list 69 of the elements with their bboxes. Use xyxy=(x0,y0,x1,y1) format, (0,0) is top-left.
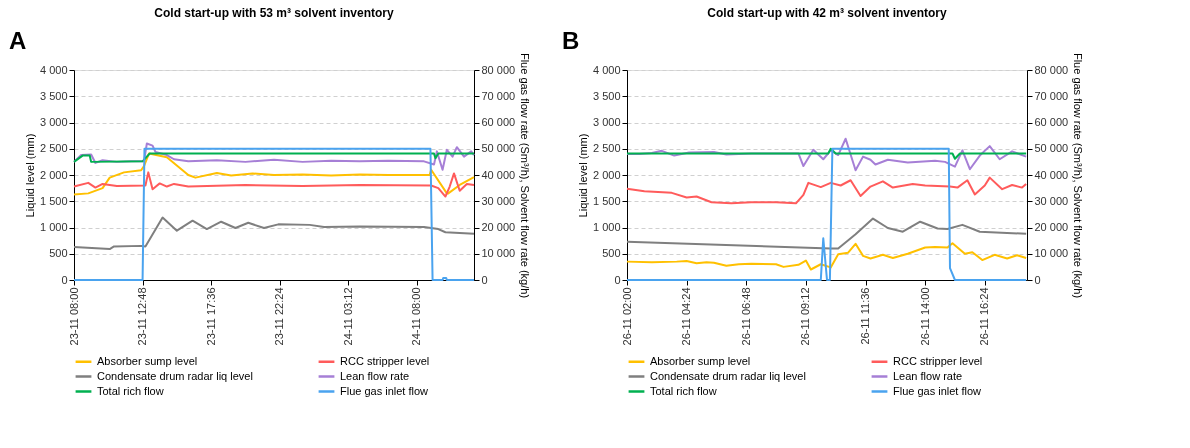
x-tick-label: 26-11 06:48 xyxy=(739,287,752,346)
legend-label: Flue gas inlet flow xyxy=(340,384,429,397)
y-axis-title: Liquid level (mm) xyxy=(576,133,589,218)
y2-axis-title: Flue gas flow rate (Sm³/h), Solvent flow rate (kg/h) xyxy=(519,52,532,299)
y-tick-label: 3 500 xyxy=(592,89,621,102)
y2-tick-label: 30 000 xyxy=(1034,194,1069,207)
y-tick-label: 1 000 xyxy=(592,221,621,233)
y2-tick-label: 20 000 xyxy=(1034,221,1069,233)
y-tick-label: 500 xyxy=(49,247,68,260)
y-tick-label: 0 xyxy=(61,273,68,286)
legend-label: RCC stripper level xyxy=(893,354,983,367)
chart-title: Cold start-up with 53 m³ solvent inventory xyxy=(154,6,394,20)
y2-tick-label: 20 000 xyxy=(481,221,516,233)
chart-title: Cold start-up with 42 m³ solvent inventory xyxy=(707,6,947,20)
legend-label: Total rich flow xyxy=(650,384,717,397)
legend-label: Condensate drum radar liq level xyxy=(650,369,806,382)
y-tick-label: 3 500 xyxy=(39,89,68,102)
y-tick-label: 4 000 xyxy=(592,63,621,76)
y-axis-title: Liquid level (mm) xyxy=(23,133,36,218)
y-tick-label: 2 000 xyxy=(592,168,621,181)
y-tick-label: 1 500 xyxy=(39,194,68,207)
x-tick-label: 23-11 22:24 xyxy=(273,287,286,346)
legend-label: RCC stripper level xyxy=(340,354,430,367)
y-tick-label: 2 500 xyxy=(39,142,68,155)
x-tick-label: 24-11 03:12 xyxy=(341,287,354,346)
legend-label: Condensate drum radar liq level xyxy=(97,369,253,382)
y-tick-label: 0 xyxy=(614,273,621,286)
y2-tick-label: 0 xyxy=(1034,273,1041,286)
y2-tick-label: 50 000 xyxy=(481,142,516,155)
y2-axis-title: Flue gas flow rate (Sm³/h), Solvent flow rate (kg/h) xyxy=(1072,52,1085,299)
y2-tick-label: 10 000 xyxy=(1034,247,1069,260)
y2-tick-label: 70 000 xyxy=(1034,89,1069,102)
legend-label: Absorber sump level xyxy=(650,354,751,367)
x-tick-label: 26-11 16:24 xyxy=(978,287,991,346)
x-tick-label: 23-11 17:36 xyxy=(204,287,217,346)
text: A xyxy=(9,27,27,54)
x-tick-label: 23-11 08:00 xyxy=(67,287,80,346)
y-tick-label: 500 xyxy=(602,247,621,260)
y2-tick-label: 10 000 xyxy=(481,247,516,260)
x-tick-label: 26-11 09:12 xyxy=(799,287,812,346)
y2-tick-label: 30 000 xyxy=(481,194,516,207)
x-tick-label: 26-11 04:24 xyxy=(680,287,693,346)
y2-tick-label: 80 000 xyxy=(1034,63,1069,76)
text: B xyxy=(562,27,580,54)
legend-label: Lean flow rate xyxy=(893,369,963,382)
x-tick-label: 26-11 14:00 xyxy=(918,287,931,346)
y2-tick-label: 60 000 xyxy=(481,116,516,128)
y-tick-label: 2 000 xyxy=(39,168,68,181)
y-tick-label: 4 000 xyxy=(39,63,68,76)
x-tick-label: 24-11 08:00 xyxy=(410,287,423,346)
y2-tick-label: 60 000 xyxy=(1034,116,1069,128)
y-tick-label: 2 500 xyxy=(592,142,621,155)
legend-label: Total rich flow xyxy=(97,384,164,397)
legend-label: Lean flow rate xyxy=(340,369,410,382)
y2-tick-label: 50 000 xyxy=(1034,142,1069,155)
y2-tick-label: 80 000 xyxy=(481,63,516,76)
y-tick-label: 3 000 xyxy=(39,116,68,128)
y2-tick-label: 0 xyxy=(481,273,488,286)
x-tick-label: 23-11 12:48 xyxy=(136,287,149,346)
y2-tick-label: 70 000 xyxy=(481,89,516,102)
y-tick-label: 1 000 xyxy=(39,221,68,233)
y-tick-label: 1 500 xyxy=(592,194,621,207)
legend-label: Flue gas inlet flow xyxy=(893,384,982,397)
legend-label: Absorber sump level xyxy=(97,354,198,367)
x-tick-label: 26-11 11:36 xyxy=(859,287,872,345)
x-tick-label: 26-11 02:00 xyxy=(620,287,633,346)
y-tick-label: 3 000 xyxy=(592,116,621,128)
y2-tick-label: 40 000 xyxy=(481,168,516,181)
y2-tick-label: 40 000 xyxy=(1034,168,1069,181)
